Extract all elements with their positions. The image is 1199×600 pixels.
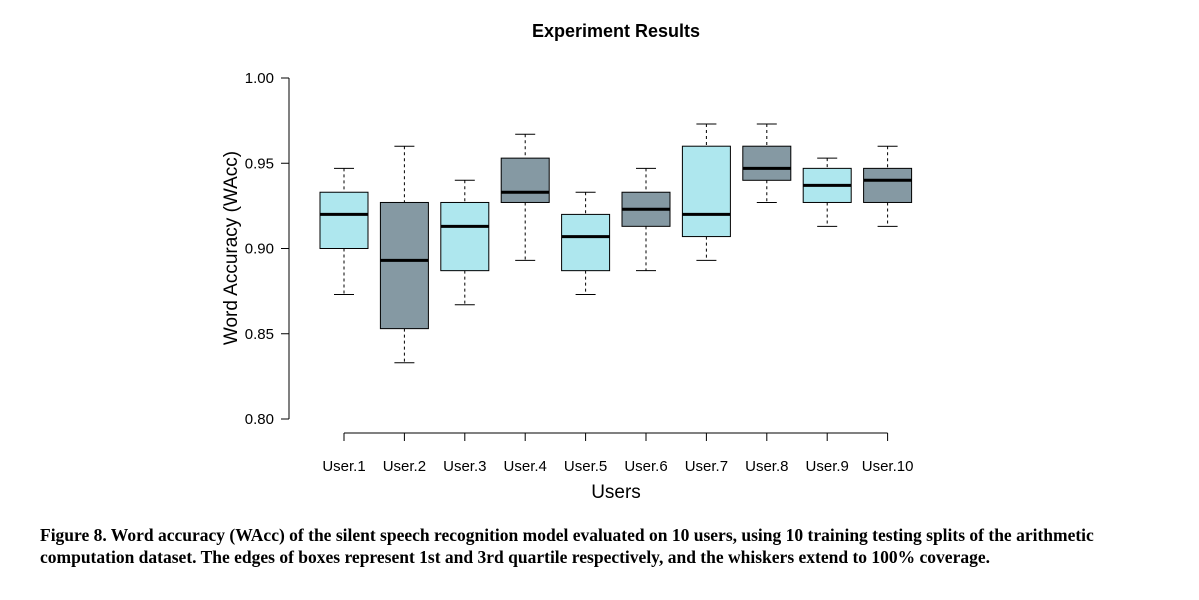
box-User.2 [379, 145, 429, 364]
boxplot-chart: Experiment Results 0.800.850.900.951.00 … [221, 21, 914, 503]
box-User.6 [621, 167, 671, 272]
chart-title: Experiment Results [532, 21, 700, 41]
iqr-box [500, 157, 550, 203]
box-User.8 [742, 123, 792, 203]
box-User.10 [863, 145, 913, 227]
y-tick-label: 0.90 [245, 241, 274, 258]
box-User.7 [681, 123, 731, 261]
y-tick-label: 0.85 [245, 326, 274, 343]
y-tick-label: 0.80 [245, 411, 274, 428]
y-tick-label: 1.00 [245, 70, 274, 87]
x-tick-label: User.8 [745, 458, 788, 475]
x-tick-label: User.6 [624, 458, 667, 475]
box-User.4 [500, 133, 550, 261]
x-tick-label: User.4 [504, 458, 547, 475]
box-User.9 [802, 157, 852, 227]
iqr-box [561, 213, 611, 272]
figure-caption: Figure 8. Word accuracy (WAcc) of the si… [40, 525, 1094, 567]
y-tick-label: 0.95 [245, 155, 274, 172]
iqr-box [681, 145, 731, 238]
y-axis: 0.80 0.85 0.90 0.95 1.00 [245, 70, 290, 428]
box-User.1 [319, 167, 369, 296]
box-User.5 [561, 191, 611, 296]
x-tick-label: User.9 [806, 458, 849, 475]
x-tick-label: User.3 [443, 458, 486, 475]
x-tick-label: User.2 [383, 458, 426, 475]
y-axis-label: Word Accuracy (WAcc) [221, 151, 242, 345]
x-axis-label: Users [591, 482, 641, 503]
iqr-box [863, 167, 913, 203]
boxes [319, 123, 913, 364]
x-axis: User.1 User.2 User.3 User.4 User.5 User.6 User… [322, 432, 914, 475]
x-tick-label: User.7 [685, 458, 728, 475]
iqr-box [319, 191, 369, 249]
iqr-box [379, 201, 429, 330]
box-User.3 [440, 179, 490, 306]
x-tick-label: User.10 [862, 458, 914, 475]
iqr-box [742, 145, 792, 181]
x-tick-label: User.1 [322, 458, 365, 475]
iqr-box [440, 201, 490, 272]
x-tick-label: User.5 [564, 458, 607, 475]
